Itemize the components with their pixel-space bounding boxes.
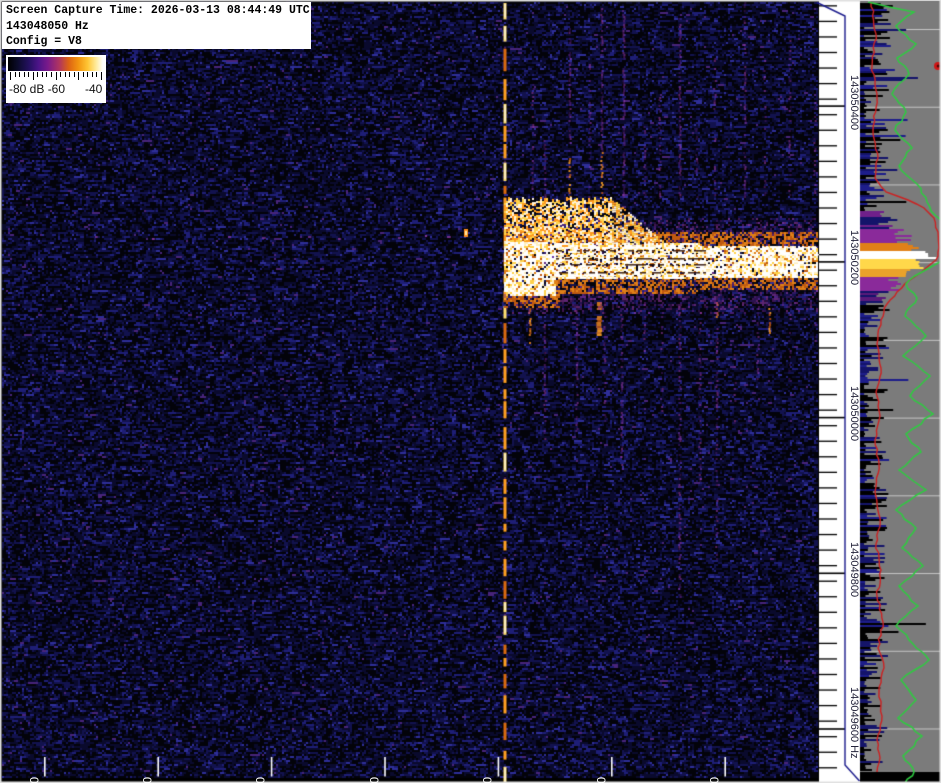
frequency-tick-label: 143049800 [848,541,860,597]
colorbar-ticks [8,72,103,81]
waterfall-region [2,2,818,779]
frequency-tick-label: 143050000 [848,386,860,442]
info-overlay: Screen Capture Time: 2026-03-13 08:44:49… [2,2,311,49]
colorbar-labels: -80 dB -60 -40 [6,82,106,98]
frequency-tick-label: 143050200 [848,230,860,286]
capture-time-text: Screen Capture Time: 2026-03-13 08:44:49… [6,4,310,17]
colorbar-label-left: -80 dB -60 [9,82,66,96]
config-text: Config = V8 [6,35,82,48]
colorbar-label-right: -40 [85,82,103,96]
frequency-tick-label: 143050400 [848,74,860,130]
frequency-text: 143048050 Hz [6,19,89,33]
colormap-gradient [8,57,103,71]
frequency-tick-label: 143049600 Hz [848,686,860,759]
spectrum-panel [860,2,941,772]
colorbar-legend: -80 dB -60 -40 [6,55,106,103]
